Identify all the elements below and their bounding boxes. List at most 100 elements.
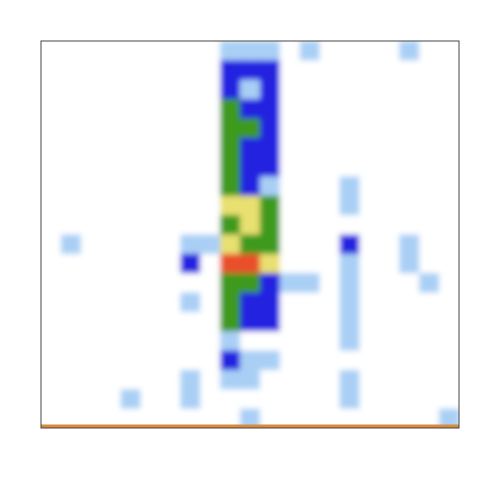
heat-cell: [399, 215, 420, 235]
heat-cell: [439, 60, 459, 81]
heat-cell: [120, 41, 142, 61]
heat-cell: [279, 253, 301, 274]
heat-cell: [100, 157, 122, 177]
heat-cell: [259, 215, 281, 235]
heat-cell: [180, 60, 201, 81]
heat-cell: [100, 389, 122, 410]
heat-cell: [319, 369, 341, 390]
heat-cell: [279, 99, 301, 119]
heat-cell: [220, 311, 241, 332]
heat-cell: [200, 118, 221, 139]
heat-cell: [60, 118, 82, 139]
heat-cell: [299, 311, 321, 332]
heat-cell: [200, 273, 221, 294]
heat-cell: [160, 176, 181, 197]
heat-cell: [160, 41, 181, 61]
heatmap-cells: [41, 41, 459, 428]
heat-cell: [319, 292, 341, 313]
heat-cell: [240, 60, 261, 81]
heat-cell: [439, 41, 459, 61]
heat-cell: [399, 369, 420, 390]
heat-cell: [41, 79, 62, 100]
heat-cell: [379, 195, 400, 216]
heat-cell: [180, 195, 201, 216]
heat-cell: [439, 311, 459, 332]
heat-cell: [299, 350, 321, 371]
heat-cell: [160, 408, 181, 428]
heat-cell: [140, 79, 161, 100]
heat-cell: [80, 273, 102, 294]
heat-cell: [339, 118, 360, 139]
heatmap-area: [41, 41, 459, 428]
heat-cell: [379, 350, 400, 371]
heat-cell: [439, 195, 459, 216]
heat-cell: [319, 195, 341, 216]
heat-cell: [200, 331, 221, 352]
heat-cell: [180, 157, 201, 177]
heat-cell: [160, 195, 181, 216]
heat-cell: [359, 137, 380, 158]
heat-cell: [439, 408, 459, 428]
heat-cell: [240, 157, 261, 177]
heat-cell: [220, 79, 241, 100]
heat-cell: [359, 195, 380, 216]
heat-cell: [259, 195, 281, 216]
heat-cell: [160, 253, 181, 274]
heat-cell: [41, 118, 62, 139]
heat-cell: [419, 176, 440, 197]
heat-cell: [60, 79, 82, 100]
heat-cell: [220, 137, 241, 158]
heat-cell: [41, 331, 62, 352]
heat-cell: [200, 389, 221, 410]
heat-cell: [419, 79, 440, 100]
heat-cell: [60, 99, 82, 119]
heat-cell: [359, 41, 380, 61]
heat-cell: [439, 176, 459, 197]
heat-cell: [120, 292, 142, 313]
heat-cell: [160, 331, 181, 352]
heat-cell: [240, 41, 261, 61]
heat-cell: [180, 118, 201, 139]
heat-cell: [399, 99, 420, 119]
heat-cell: [120, 234, 142, 255]
heat-cell: [140, 157, 161, 177]
heat-cell: [439, 137, 459, 158]
heat-cell: [220, 99, 241, 119]
heat-cell: [41, 234, 62, 255]
heat-cell: [100, 311, 122, 332]
heat-cell: [160, 389, 181, 410]
heat-cell: [359, 234, 380, 255]
heat-cell: [319, 350, 341, 371]
heat-cell: [100, 369, 122, 390]
heat-cell: [200, 369, 221, 390]
heat-cell: [60, 292, 82, 313]
heat-cell: [439, 99, 459, 119]
heat-cell: [200, 99, 221, 119]
heat-cell: [140, 234, 161, 255]
heat-cell: [339, 79, 360, 100]
heat-cell: [379, 176, 400, 197]
heat-cell: [240, 234, 261, 255]
heat-cell: [41, 137, 62, 158]
heat-cell: [339, 350, 360, 371]
heat-cell: [279, 369, 301, 390]
heat-cell: [359, 79, 380, 100]
heat-cell: [220, 118, 241, 139]
heat-cell: [399, 292, 420, 313]
heat-cell: [200, 41, 221, 61]
heat-cell: [439, 118, 459, 139]
heat-cell: [240, 311, 261, 332]
heat-cell: [120, 408, 142, 428]
heat-cell: [140, 311, 161, 332]
heat-cell: [299, 157, 321, 177]
heat-cell: [200, 195, 221, 216]
heat-cell: [319, 331, 341, 352]
heat-cell: [439, 350, 459, 371]
heat-cell: [299, 118, 321, 139]
heat-cell: [80, 99, 102, 119]
heat-cell: [80, 311, 102, 332]
heat-cell: [439, 292, 459, 313]
heat-cell: [359, 331, 380, 352]
heat-cell: [60, 408, 82, 428]
